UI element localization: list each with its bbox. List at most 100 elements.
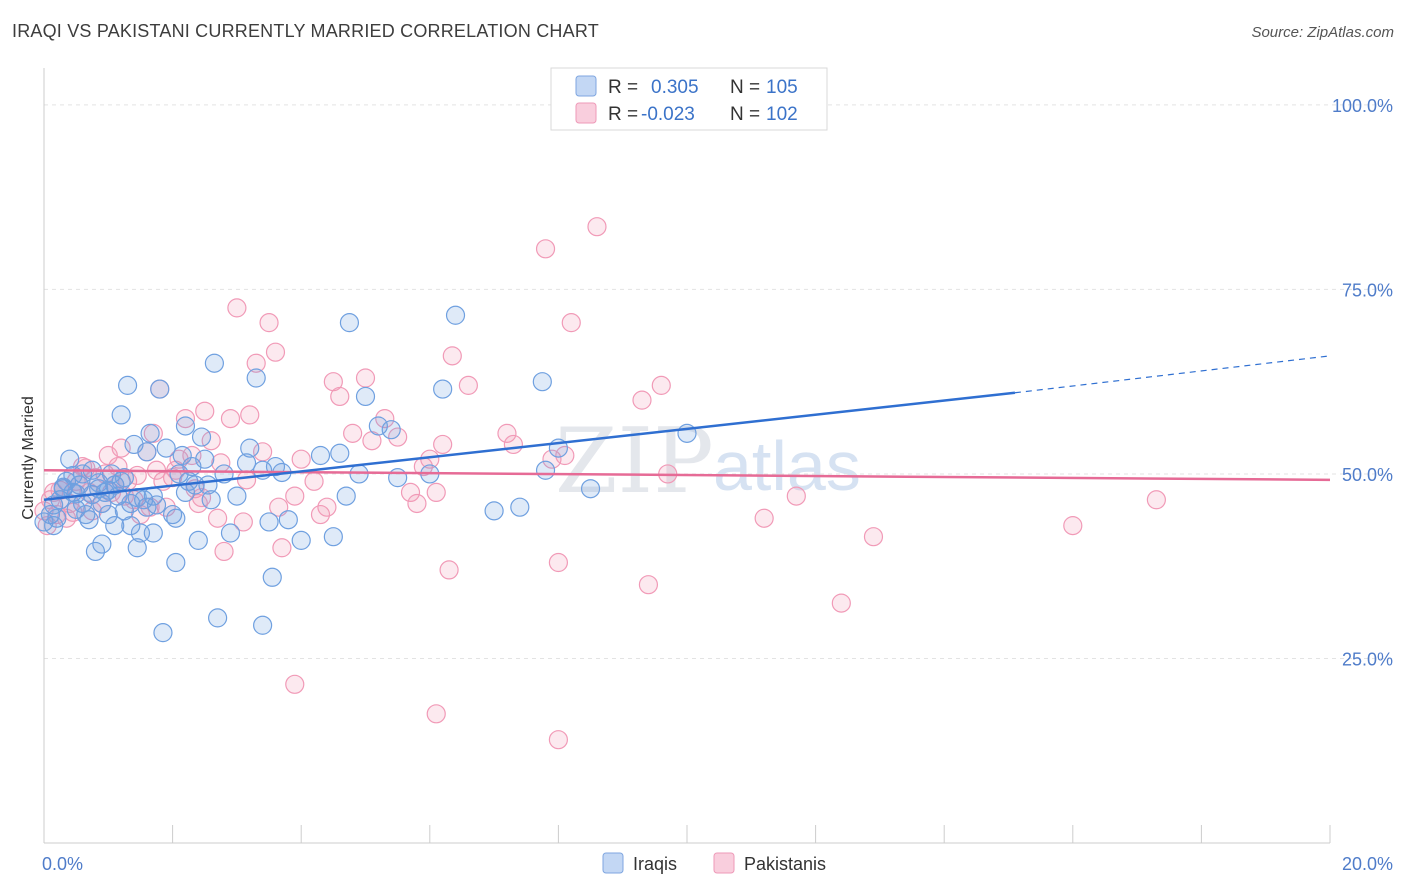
legend-pakistani-n-value: 102 [766, 104, 798, 125]
x-tick-label: 0.0% [42, 854, 83, 874]
iraqi-point [98, 480, 118, 500]
x-tick-label: 20.0% [1342, 854, 1393, 874]
y-tick-label: 100.0% [1332, 96, 1393, 116]
iraqi-point [34, 512, 54, 532]
legend-iraqi-n-value: 105 [766, 77, 798, 98]
pakistani-point [587, 217, 607, 237]
iraqi-point [63, 465, 83, 486]
legend-iraqi-r-label: R = [608, 77, 638, 98]
iraqi-point [381, 420, 401, 440]
pakistani-point [265, 342, 286, 362]
iraqi-point [44, 516, 64, 536]
iraqi-point [188, 530, 208, 550]
bottom-legend-pakistani-swatch [713, 852, 735, 874]
pakistani-point [201, 431, 221, 451]
iraqi-point [532, 372, 552, 392]
iraqi-point [117, 375, 138, 395]
pakistani-point [1063, 516, 1083, 536]
pakistani-point [786, 486, 806, 506]
pakistani-point [754, 508, 774, 528]
pakistani-point [458, 375, 478, 395]
pakistani-point [220, 408, 241, 429]
trend-lines [43, 355, 1331, 502]
iraqi-point [66, 484, 86, 504]
legend-box [550, 67, 828, 131]
pakistani-point [426, 704, 446, 724]
iraqi-point [510, 497, 530, 517]
iraqi-point [195, 449, 215, 469]
iraqi-point [163, 504, 183, 525]
iraqi-point [140, 423, 160, 443]
pakistani-point [442, 346, 462, 366]
iraqi-point [137, 497, 157, 517]
iraqi-point [278, 510, 298, 530]
iraqi-point [484, 501, 504, 521]
pakistani-point [548, 552, 569, 573]
pakistani-point [503, 434, 523, 455]
pakistani-point [439, 560, 459, 580]
iraqi-point [310, 445, 331, 466]
y-axis-label: Currently Married [20, 396, 37, 520]
iraqi-point [323, 527, 343, 547]
axes [43, 68, 1331, 844]
legend-pakistani-r-value: -0.023 [641, 104, 695, 125]
y-tick-label: 75.0% [1342, 280, 1393, 300]
iraqi-point [433, 379, 453, 399]
iraqi-point [156, 438, 176, 458]
legend-pakistani-r-label: R = [608, 104, 638, 125]
iraqi-point [60, 449, 80, 469]
iraqi-point [262, 567, 282, 587]
pakistani-point [407, 493, 427, 514]
pakistani-point [37, 516, 57, 536]
iraqi-point [368, 416, 388, 436]
watermark-zip: ZIP [555, 409, 714, 514]
iraqi-point [198, 475, 218, 495]
legend-iraqi-swatch [575, 75, 597, 97]
iraqi-point [220, 523, 241, 543]
tick-labels: 100.0% 75.0% 50.0% 25.0% 0.0% 20.0% [42, 96, 1393, 874]
series-legend: Iraqis Pakistanis [602, 852, 826, 874]
iraqi-trend-line [43, 391, 1016, 502]
pakistani-point [310, 504, 331, 525]
pakistani-point [246, 353, 266, 373]
pakistani-point [548, 730, 569, 750]
iraqi-point [240, 438, 260, 458]
iraqi-point [246, 368, 266, 388]
iraqi-point [227, 486, 247, 506]
iraqi-point [98, 504, 118, 525]
bottom-legend-iraqi-swatch [602, 852, 624, 874]
pakistani-point [433, 434, 453, 455]
pakistani-point [233, 512, 253, 532]
pakistani-point [426, 482, 446, 503]
legend-iraqi-r-value: 0.305 [651, 77, 699, 98]
iraqi-point [150, 379, 170, 399]
iraqi-point [388, 468, 408, 488]
pakistani-point [175, 408, 196, 429]
pakistani-point [214, 541, 234, 562]
pakistani-point [272, 538, 292, 558]
iraqi-point [114, 468, 134, 488]
pakistani-point [561, 313, 581, 333]
pakistani-point [343, 423, 363, 443]
gridlines [44, 104, 1392, 659]
iraqi-point [236, 453, 257, 473]
pakistani-point [863, 527, 884, 547]
iraqi-point [105, 475, 125, 495]
iraqi-point [127, 538, 147, 558]
chart-title: IRAQI VS PAKISTANI CURRENTLY MARRIED COR… [12, 21, 599, 41]
pakistani-point [182, 445, 202, 466]
legend-pakistani-n-label: N = [730, 104, 760, 125]
y-tick-label: 50.0% [1342, 465, 1393, 485]
pakistani-point [497, 423, 517, 443]
iraqi-point [330, 443, 350, 463]
iraqi-point [349, 464, 369, 484]
iraqi-point [580, 479, 601, 499]
source-label: Source: ZipAtlas.com [1251, 24, 1394, 41]
pakistani-point [632, 390, 652, 410]
iraqi-point [105, 516, 125, 536]
iraqi-point [339, 313, 360, 333]
pakistani-point [236, 470, 257, 490]
iraqi-point [175, 416, 196, 436]
iraqi-point [79, 510, 99, 530]
pakistani-trend-line [43, 469, 1331, 482]
